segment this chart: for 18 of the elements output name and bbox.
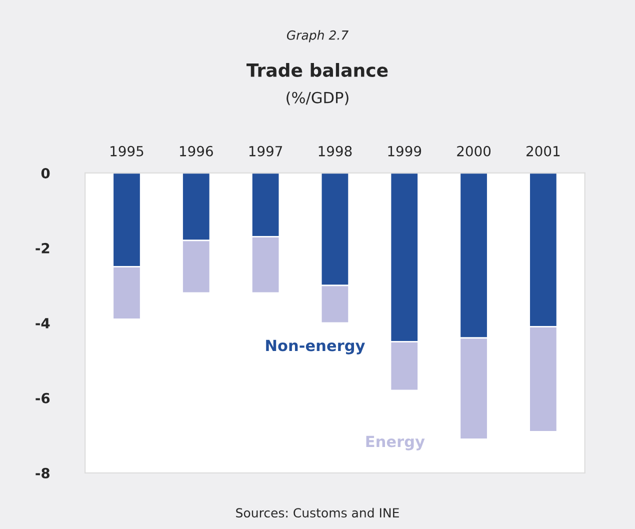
chart-title: Trade balance <box>246 62 388 77</box>
y-tick-label: -4 <box>36 318 50 328</box>
x-tick-label: 1995 <box>110 146 144 156</box>
x-tick-label: 1996 <box>180 146 213 156</box>
x-tick-label: 1997 <box>249 146 282 156</box>
text: Energy <box>366 436 425 450</box>
x-tick-label: 1998 <box>318 146 352 156</box>
caption: Graph 2.7 <box>286 30 348 42</box>
y-tick-label: -6 <box>36 392 50 404</box>
x-tick-label: 1999 <box>388 146 422 156</box>
source-note: Sources: Customs and INE <box>236 508 399 518</box>
y-tick-label: -2 <box>36 242 50 254</box>
series-label: Non-energy <box>266 340 365 354</box>
x-tick-label: 2001 <box>526 146 560 156</box>
y-tick-label: 0 <box>41 168 50 178</box>
y-tick-label: -8 <box>36 468 50 478</box>
chart-subtitle: (%/GDP) <box>286 92 348 106</box>
x-tick-label: 2000 <box>457 146 491 156</box>
